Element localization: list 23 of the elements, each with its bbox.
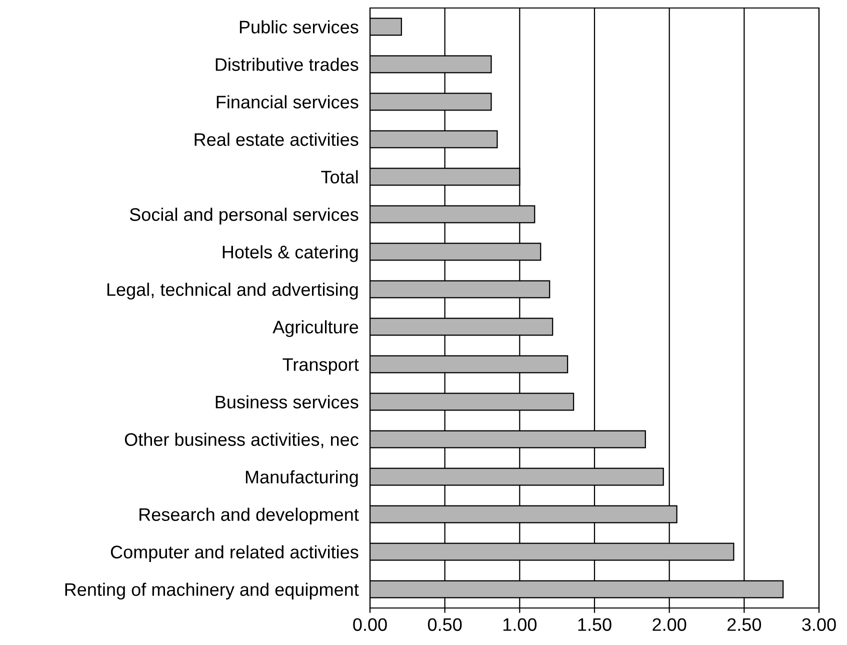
y-tick-label: Computer and related activities bbox=[110, 545, 358, 562]
x-tick-label: 3.00 bbox=[802, 618, 836, 631]
y-tick-label: Hotels & catering bbox=[222, 245, 358, 262]
y-tick-label: Other business activities, nec bbox=[124, 432, 358, 448]
x-tick-label: 0.50 bbox=[428, 618, 462, 631]
x-tick-label: 2.50 bbox=[728, 618, 762, 631]
y-tick-label: Total bbox=[321, 170, 358, 184]
y-tick-label: Real estate activities bbox=[194, 132, 358, 146]
x-tick-label: 1.50 bbox=[578, 618, 612, 631]
y-tick-label: Legal, technical and advertising bbox=[107, 282, 358, 300]
y-tick-label: Research and development bbox=[140, 508, 359, 525]
y-tick-label: Financial services bbox=[216, 95, 358, 108]
y-tick-label: Transport bbox=[282, 358, 359, 375]
y-tick-label: Social and personal services bbox=[130, 208, 358, 225]
x-tick-label: 0.00 bbox=[353, 618, 387, 631]
y-tick-label: Manufacturing bbox=[246, 470, 358, 488]
y-tick-label: Business services bbox=[216, 395, 358, 408]
x-tick-label: 2.00 bbox=[652, 618, 686, 631]
y-tick-label: Distributive trades bbox=[216, 58, 358, 71]
y-tick-label: Agriculture bbox=[272, 320, 358, 338]
y-tick-label: Public services bbox=[240, 20, 358, 34]
x-tick-label: 1.00 bbox=[503, 618, 537, 631]
y-tick-label: Renting of machinery and equipment bbox=[65, 582, 359, 600]
